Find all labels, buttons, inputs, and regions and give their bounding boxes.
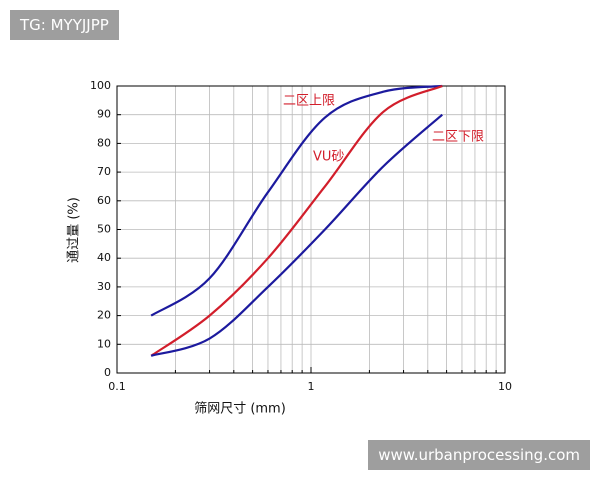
y-tick-label: 40 (97, 251, 111, 264)
y-tick-label: 30 (97, 280, 111, 293)
y-tick-label: 20 (97, 309, 111, 322)
x-tick-label: 10 (498, 380, 512, 393)
y-tick-label: 10 (97, 337, 111, 350)
line (150, 84, 443, 357)
watermark: www.urbanprocessing.com (368, 440, 590, 470)
x-axis-label: 筛网尺寸 (mm) (194, 402, 286, 417)
series-label: VU砂 (313, 150, 344, 165)
line (150, 84, 443, 317)
y-tick-label: 0 (104, 366, 111, 379)
y-tick-label: 50 (97, 223, 111, 236)
y-tick-label: 90 (97, 108, 111, 121)
series-label: 二区下限 (432, 130, 484, 145)
y-tick-label: 100 (90, 79, 111, 92)
x-tick-label: 0.1 (108, 380, 126, 393)
y-axis-label: 通过量 (%) (67, 197, 82, 263)
y-tick-label: 60 (97, 194, 111, 207)
plot-frame (116, 85, 506, 374)
x-tick-label: 1 (308, 380, 315, 393)
y-tick-label: 80 (97, 136, 111, 149)
watermark: TG: MYYJJPP (10, 10, 119, 40)
y-tick-label: 70 (97, 165, 111, 178)
line (150, 113, 444, 357)
series-label: 二区上限 (283, 94, 335, 109)
